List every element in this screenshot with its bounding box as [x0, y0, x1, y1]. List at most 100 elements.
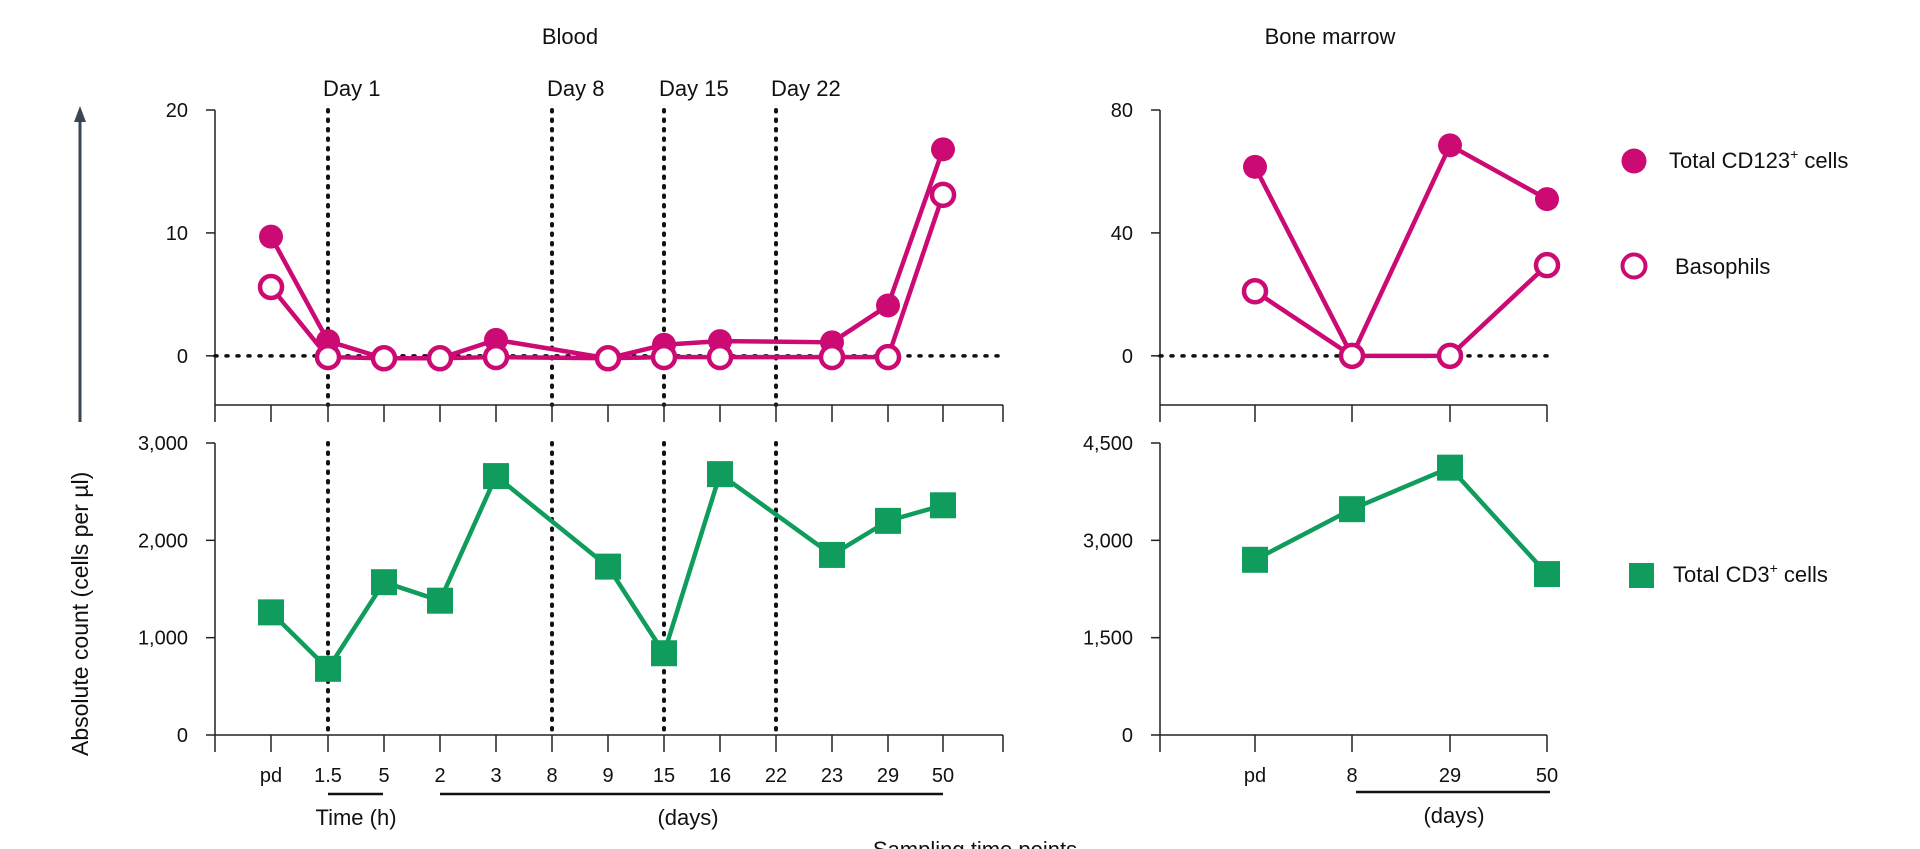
blood-bottom-x-tick-label: 22 — [765, 765, 787, 787]
legend-cd123-label: Total CD123+ cells — [1669, 146, 1848, 173]
blood-top-point-open — [929, 181, 957, 209]
legend-cd3-label: Total CD3+ cells — [1673, 560, 1828, 587]
marrow-bottom-series-0-line — [1253, 465, 1549, 576]
blood-title: Blood — [542, 24, 598, 49]
blood-bottom-x-tick-label: 15 — [653, 765, 675, 787]
marrow-top-series-1-line — [1253, 263, 1549, 359]
blood-bottom-series-0 — [258, 461, 956, 682]
blood-bottom-point-square — [595, 553, 621, 580]
blood-bottom-x-tick-label: 8 — [546, 765, 557, 787]
blood-bottom-x-tick-label: 50 — [932, 765, 954, 787]
blood-bottom-x-tick-label: 29 — [877, 765, 899, 787]
blood-top-series-0-line — [269, 148, 946, 361]
blood-bottom-point-square — [315, 655, 341, 682]
blood-top-point-open — [257, 273, 285, 301]
x-axis-title: Sampling time points — [873, 837, 1077, 849]
blood-top-y-tick-label: 10 — [166, 223, 188, 245]
marrow-top-series-1 — [1241, 251, 1561, 370]
marrow-top-y-tick-label: 80 — [1111, 100, 1133, 122]
legend-basophils-label: Basophils — [1675, 254, 1770, 279]
blood-top-series-0 — [259, 137, 955, 371]
marrow-bottom-y-tick-label: 4,500 — [1083, 433, 1133, 455]
blood-bottom-y-tick-label: 3,000 — [138, 433, 188, 455]
blood-bottom-point-square — [651, 640, 677, 667]
marrow-top-point-open — [1436, 342, 1464, 370]
marrow-bottom-axes: 0 1,500 3,000 4,500 pd 8 29 50 — [1083, 433, 1558, 787]
blood-bottom-x-tick-label: 5 — [378, 765, 389, 787]
marrow-top-axes: 0 40 80 — [1111, 100, 1548, 422]
marrow-top-point-open — [1241, 278, 1269, 305]
blood-bottom-x-tick-label: 3 — [490, 765, 501, 787]
blood-bottom-point-square — [371, 569, 397, 596]
marrow-bottom-point-square — [1437, 454, 1463, 481]
marrow-days-label: (days) — [1423, 803, 1484, 828]
blood-bottom-y-tick-label: 2,000 — [138, 530, 188, 552]
legend-cd123-marker — [1621, 148, 1647, 174]
x-group-labels: Time (h) (days) (days) Sampling time poi… — [315, 790, 1550, 849]
blood-top-point-open — [370, 345, 398, 372]
day-marker-label: Day 1 — [323, 76, 380, 101]
marrow-bottom-x-tick-label: 8 — [1346, 765, 1357, 787]
blood-top-y-tick-label: 0 — [177, 346, 188, 368]
marrow-top-y-tick-label: 0 — [1122, 346, 1133, 368]
marrow-bottom-point-square — [1242, 546, 1268, 573]
blood-top-point-open — [314, 343, 342, 371]
blood-bottom-point-square — [875, 507, 901, 534]
blood-bottom-x-tick-label: 1.5 — [314, 765, 342, 787]
marrow-bottom-point-square — [1339, 496, 1365, 523]
marrow-top-point-open — [1533, 251, 1561, 279]
blood-bottom-x-tick-label: 2 — [434, 765, 445, 787]
marrow-top-series-0-line — [1252, 143, 1549, 359]
blood-bottom-point-square — [483, 463, 509, 490]
blood-top-point-open — [874, 343, 902, 371]
blood-top-point-open — [482, 343, 510, 371]
blood-bottom-x-tick-label: 16 — [709, 765, 731, 787]
panel-titles: Blood Bone marrow — [542, 24, 1396, 49]
blood-top-point-open — [706, 343, 734, 371]
marrow-bottom-y-tick-label: 3,000 — [1083, 530, 1133, 552]
blood-bottom-y-tick-label: 1,000 — [138, 628, 188, 650]
days-label: (days) — [657, 805, 718, 830]
legend-cd3-marker — [1629, 563, 1654, 588]
y-axis-label: Absolute count (cells per µl) — [67, 106, 93, 756]
legend-basophils-marker — [1620, 252, 1648, 280]
day-marker-label: Day 22 — [771, 76, 841, 101]
blood-top-point-open — [426, 345, 454, 372]
marrow-top-point-filled — [1438, 133, 1462, 158]
marrow-top-y-tick-label: 40 — [1111, 223, 1133, 245]
blood-top-point-filled — [259, 224, 283, 249]
blood-top-axes: 0 10 20 — [166, 100, 1004, 422]
y-axis-arrow-head — [74, 106, 86, 122]
blood-bottom-point-square — [819, 541, 845, 568]
day-marker-label: Day 15 — [659, 76, 729, 101]
blood-bottom-x-tick-label: 9 — [602, 765, 613, 787]
marrow-bottom-x-tick-label: 29 — [1439, 765, 1461, 787]
marrow-title: Bone marrow — [1265, 24, 1396, 49]
marrow-bottom-x-tick-label: 50 — [1536, 765, 1558, 787]
marrow-bottom-x-tick-label: pd — [1244, 765, 1266, 787]
marrow-bottom-point-square — [1534, 561, 1560, 588]
blood-bottom-x-tick-label: 23 — [821, 765, 843, 787]
marrow-top-point-filled — [1535, 187, 1559, 212]
blood-bottom-y-tick-label: 0 — [177, 725, 188, 747]
blood-top-series-1 — [257, 181, 957, 372]
blood-top-point-open — [818, 343, 846, 371]
y-axis-title: Absolute count (cells per µl) — [67, 472, 93, 756]
blood-bottom-x-tick-label: pd — [260, 765, 282, 787]
marrow-top-series-0 — [1243, 133, 1559, 368]
blood-top-point-open — [594, 345, 622, 372]
marrow-top-point-open — [1338, 342, 1366, 370]
blood-bottom-point-square — [258, 599, 284, 626]
legend: Total CD123+ cells Basophils Total CD3+ … — [1620, 146, 1848, 588]
marrow-bottom-y-tick-label: 0 — [1122, 725, 1133, 747]
marrow-bottom-y-tick-label: 1,500 — [1083, 628, 1133, 650]
blood-bottom-point-square — [707, 461, 733, 488]
blood-top-point-filled — [931, 137, 955, 162]
blood-top-point-open — [650, 343, 678, 371]
plot-area: Day 1 Day 8 Day 15 Day 220102001,0002,0003,… — [138, 76, 1561, 787]
blood-top-y-tick-label: 20 — [166, 100, 188, 122]
time-h-label: Time (h) — [315, 805, 396, 830]
blood-top-point-filled — [876, 293, 900, 318]
blood-bottom-point-square — [427, 587, 453, 614]
